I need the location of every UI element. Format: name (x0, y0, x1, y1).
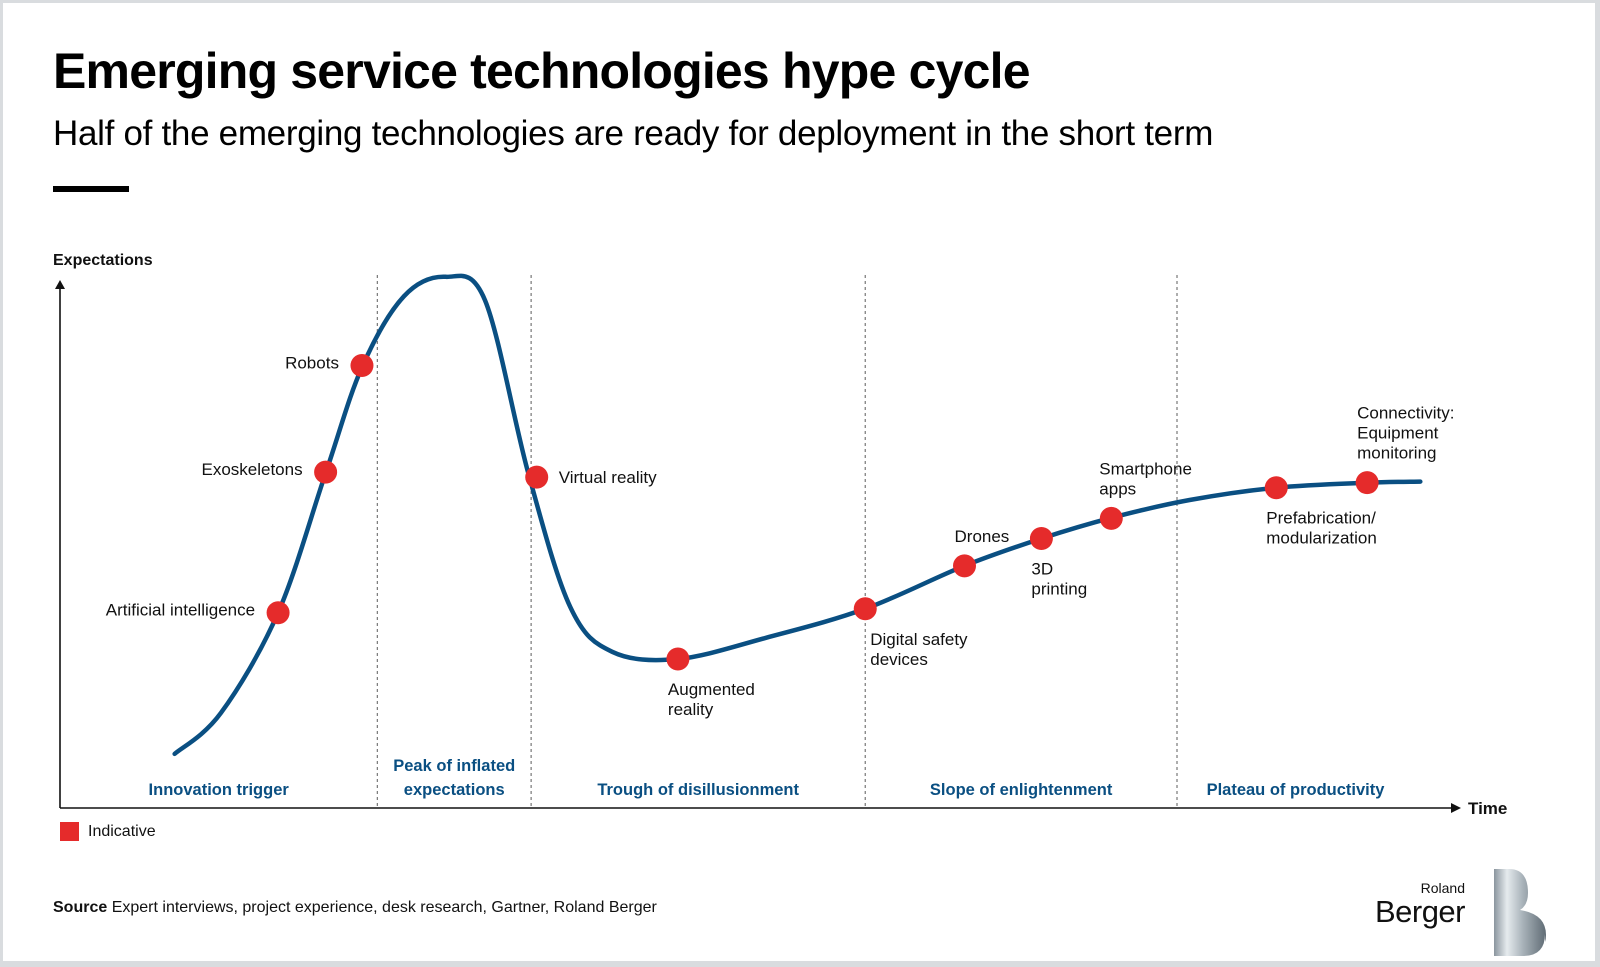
logo-b-icon (1494, 869, 1546, 956)
point-marker (1099, 506, 1123, 530)
point-marker (1355, 471, 1379, 495)
point-label-line: Drones (955, 527, 1010, 546)
point-label-line: Robots (285, 354, 339, 373)
point-label-line: devices (870, 650, 928, 669)
point-label-line: reality (668, 700, 714, 719)
point-label-line: Exoskeletons (201, 460, 302, 479)
chart-frame (3, 3, 1595, 961)
technology-point: 3D printing (1029, 526, 1087, 598)
point-marker (666, 647, 690, 671)
technology-point: Digital safety devices (853, 597, 968, 669)
point-label: Virtual reality (559, 468, 657, 487)
technology-point: Smartphone apps (1099, 459, 1192, 530)
point-label: Connectivity: Equipment monitoring (1357, 404, 1454, 463)
point-label: Smartphone apps (1099, 459, 1192, 498)
point-marker (1029, 526, 1053, 550)
axes: Expectations Time (53, 252, 1507, 818)
technology-point: Exoskeletons (201, 460, 338, 484)
point-label: Exoskeletons (201, 460, 302, 479)
technology-point: Augmented reality (666, 647, 755, 719)
point-marker (953, 554, 977, 578)
technology-point: Robots (285, 354, 374, 378)
phase-label-line: Peak of inflated (393, 757, 515, 775)
point-label-line: Artificial intelligence (106, 601, 255, 620)
point-marker (1264, 476, 1288, 500)
hype-curve (172, 273, 1423, 757)
title-underline (53, 186, 129, 192)
phase-dividers (376, 275, 1178, 808)
y-axis-arrow-icon (55, 280, 65, 289)
point-label-line: modularization (1266, 529, 1377, 548)
source-note: Source Expert interviews, project experi… (53, 899, 657, 917)
technology-point: Connectivity: Equipment monitoring (1355, 404, 1454, 495)
chart-subtitle: Half of the emerging technologies are re… (53, 114, 1214, 153)
point-marker (314, 460, 338, 484)
legend-swatch-icon (60, 822, 79, 841)
point-label: Drones (955, 527, 1010, 546)
point-marker (525, 465, 549, 489)
point-label: Prefabrication/modularization (1266, 509, 1377, 548)
point-label-line: monitoring (1357, 444, 1436, 463)
point-label-line: 3D (1031, 559, 1053, 578)
point-marker (266, 601, 290, 625)
data-points: Artificial intelligence Exoskeletons Robot… (106, 354, 1455, 720)
source-text: Expert interviews, project experience, d… (107, 899, 657, 916)
x-axis-arrow-icon (1451, 803, 1461, 813)
point-label-line: Smartphone (1099, 459, 1192, 478)
point-marker (853, 597, 877, 621)
point-label: Augmented reality (668, 680, 755, 719)
brand-berger: Berger (1374, 894, 1466, 929)
phase-label: Slope of enlightenment (930, 781, 1113, 799)
phase-label-line: Innovation trigger (149, 781, 290, 799)
phase-label-line: Plateau of productivity (1207, 781, 1386, 799)
brand-logo: Roland Berger (1375, 866, 1550, 956)
phase-label-line: Trough of disillusionment (597, 781, 799, 799)
phase-label-line: expectations (404, 781, 505, 799)
point-label-line: apps (1099, 479, 1136, 498)
point-label-line: printing (1031, 579, 1087, 598)
technology-point: Drones (953, 527, 1009, 578)
point-label-line: Connectivity: (1357, 404, 1454, 423)
phase-label: Innovation trigger (149, 781, 290, 799)
source-label: Source (53, 899, 108, 916)
point-label: Artificial intelligence (106, 601, 255, 620)
technology-point: Prefabrication/modularization (1264, 476, 1377, 548)
point-label-line: Prefabrication/ (1266, 509, 1376, 528)
brand-roland: Roland (1420, 880, 1465, 896)
point-label-line: Digital safety (870, 630, 968, 649)
x-axis-label: Time (1468, 799, 1507, 818)
point-label: Robots (285, 354, 339, 373)
chart-title: Emerging service technologies hype cycle (53, 43, 1031, 99)
point-label: Digital safety devices (870, 630, 968, 669)
phase-label-line: Slope of enlightenment (930, 781, 1113, 799)
legend-label: Indicative (88, 822, 156, 840)
phase-label: Trough of disillusionment (597, 781, 799, 799)
point-marker (350, 354, 374, 378)
phase-label: Plateau of productivity (1207, 781, 1386, 799)
phase-label: Peak of inflated expectations (393, 757, 515, 799)
phase-labels: Innovation trigger Peak of inflated expect… (149, 757, 1386, 799)
legend: Indicative (60, 822, 156, 841)
point-label-line: Virtual reality (559, 468, 657, 487)
point-label-line: Augmented (668, 680, 755, 699)
technology-point: Virtual reality (525, 465, 657, 489)
roland-berger-logo-mark (1494, 869, 1546, 956)
technology-point: Artificial intelligence (106, 601, 290, 625)
point-label: 3D printing (1031, 559, 1087, 598)
point-label-line: Equipment (1357, 424, 1439, 443)
y-axis-label: Expectations (53, 252, 153, 269)
